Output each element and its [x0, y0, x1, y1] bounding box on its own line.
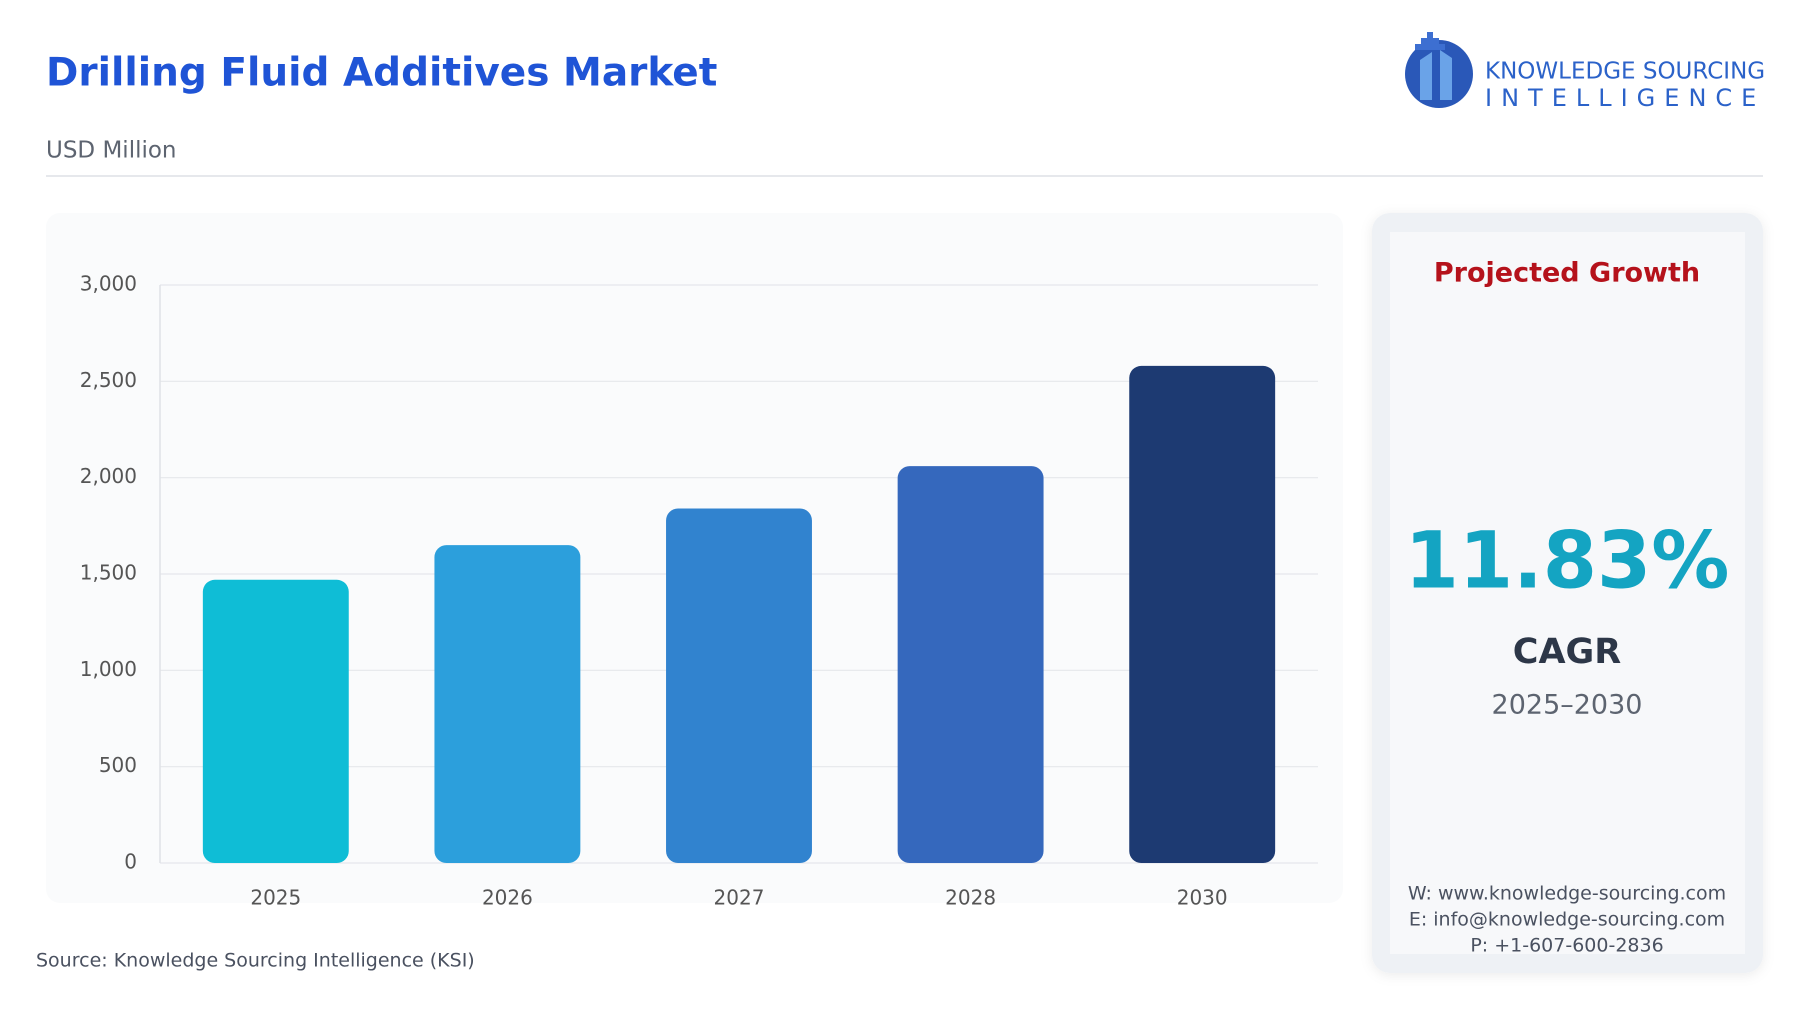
y-tick-label: 500	[99, 753, 137, 777]
bar	[1129, 365, 1276, 863]
panel-heading: Projected Growth	[1434, 258, 1700, 289]
panel-inner	[1390, 232, 1745, 954]
x-tick-label: 2027	[714, 886, 765, 910]
logo-line2: INTELLIGENCE	[1485, 84, 1765, 112]
logo-icon	[1405, 40, 1473, 108]
bar	[202, 579, 349, 863]
plot: 0 500 1,000 1,500 2,000 2,500 3,000 2025 2026 202…	[80, 272, 1318, 910]
x-tick-label: 2030	[1177, 886, 1228, 910]
bar	[666, 508, 812, 863]
subtitle: USD Million	[46, 138, 177, 164]
contact-email: E: info@knowledge-sourcing.com	[1409, 909, 1725, 931]
contact-web: W: www.knowledge-sourcing.com	[1408, 883, 1726, 905]
logo-line1: KNOWLEDGE SOURCING	[1485, 59, 1765, 85]
cagr-label: CAGR	[1513, 632, 1622, 672]
source: Source: Knowledge Sourcing Intelligence …	[36, 950, 475, 972]
y-tick-label: 2,000	[80, 464, 137, 488]
cagr-period: 2025–2030	[1492, 690, 1643, 721]
logo: KNOWLEDGE SOURCING INTELLIGENCE	[1405, 32, 1765, 112]
cagr-value: 11.83%	[1405, 516, 1730, 606]
bar	[897, 466, 1044, 863]
y-tick-label: 0	[124, 850, 137, 874]
x-tick-label: 2028	[945, 886, 996, 910]
x-tick-label: 2026	[482, 886, 533, 910]
y-tick-label: 2,500	[80, 368, 137, 392]
bar	[434, 545, 581, 863]
contact-phone: P: +1-607-600-2836	[1470, 935, 1663, 957]
y-tick-label: 1,500	[80, 561, 137, 585]
logo-bars	[1420, 50, 1452, 100]
y-tick-label: 1,000	[80, 657, 137, 681]
x-tick-label: 2025	[250, 886, 301, 910]
logo-blocks	[1415, 32, 1445, 50]
y-tick-label: 3,000	[80, 272, 137, 296]
title: Drilling Fluid Additives Market	[46, 51, 717, 96]
